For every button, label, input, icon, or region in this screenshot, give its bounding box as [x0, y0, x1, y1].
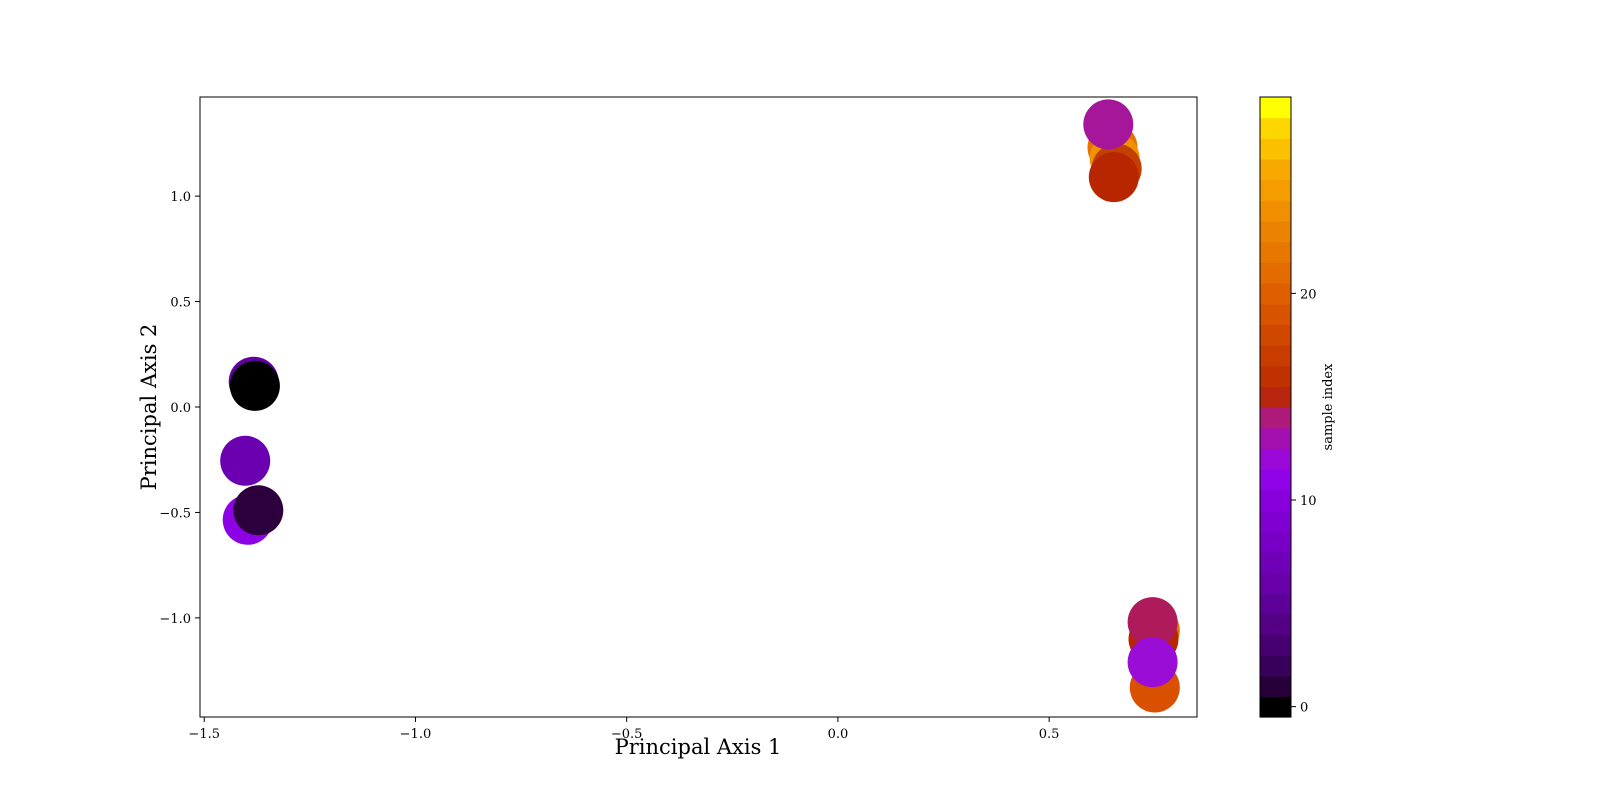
y-axis: −1.0 −0.5 0.0 0.5 1.0: [159, 190, 200, 627]
y-axis-label: Principal Axis 2: [137, 324, 161, 491]
plot-frame: [199, 96, 1198, 718]
colorbar-frame: [1259, 96, 1292, 718]
colorbar-band: [1260, 138, 1291, 160]
colorbar-band: [1260, 345, 1291, 367]
scatter-point-12: [1127, 597, 1178, 648]
scatter-point-1: [220, 435, 271, 486]
colorbar-band: [1260, 200, 1291, 222]
colorbar-band: [1260, 448, 1291, 470]
colorbar-band: [1260, 551, 1291, 573]
colorbar-band: [1260, 572, 1291, 594]
colorbar-band: [1260, 365, 1291, 387]
colorbar-band: [1260, 283, 1291, 305]
colorbar-band: [1260, 262, 1291, 284]
colorbar-band: [1260, 510, 1291, 532]
scatter-point-9: [1083, 99, 1134, 150]
colorbar-label: sample index: [1321, 363, 1336, 451]
x-tick-label: −0.5: [611, 727, 643, 742]
colorbar-band: [1260, 655, 1291, 677]
colorbar-band: [1260, 117, 1291, 139]
colorbar-band: [1260, 634, 1291, 656]
colorbar-band: [1260, 613, 1291, 635]
colorbar-band: [1260, 675, 1291, 697]
colorbar-band: [1260, 324, 1291, 346]
colorbar-band: [1260, 489, 1291, 511]
colorbar-band: [1260, 159, 1291, 181]
scatter-point-3: [229, 360, 280, 411]
y-tick-label: −0.5: [159, 506, 191, 521]
colorbar: 0 10 20: [1259, 96, 1317, 718]
y-tick-label: 0.5: [170, 296, 191, 311]
colorbar-band: [1260, 303, 1291, 325]
scatter-points: [220, 99, 1180, 713]
colorbar-band: [1260, 469, 1291, 491]
y-tick-label: −1.0: [159, 612, 191, 627]
colorbar-band: [1260, 407, 1291, 429]
colorbar-band: [1260, 427, 1291, 449]
colorbar-band: [1260, 531, 1291, 553]
x-tick-label: 0.5: [1039, 727, 1060, 742]
colorbar-band: [1260, 593, 1291, 615]
x-axis-label: Principal Axis 1: [615, 735, 782, 759]
colorbar-band: [1260, 221, 1291, 243]
x-tick-label: −1.5: [188, 727, 220, 742]
x-tick-label: −1.0: [400, 727, 432, 742]
x-axis: −1.5 −1.0 −0.5 0.0 0.5: [188, 717, 1059, 742]
y-tick-label: 1.0: [170, 190, 191, 205]
scatter-point-4: [233, 485, 284, 536]
colorbar-band: [1260, 241, 1291, 263]
colorbar-band: [1260, 696, 1291, 718]
colorbar-tick-label: 20: [1300, 287, 1317, 302]
scatter-point-8: [1088, 152, 1139, 203]
x-tick-label: 0.0: [828, 727, 849, 742]
colorbar-tick-label: 10: [1300, 494, 1317, 509]
colorbar-band: [1260, 97, 1291, 119]
colorbar-band: [1260, 386, 1291, 408]
colorbar-tick-label: 0: [1300, 701, 1308, 716]
y-tick-label: 0.0: [170, 401, 191, 416]
scatter-point-14: [1127, 637, 1178, 688]
colorbar-band: [1260, 179, 1291, 201]
